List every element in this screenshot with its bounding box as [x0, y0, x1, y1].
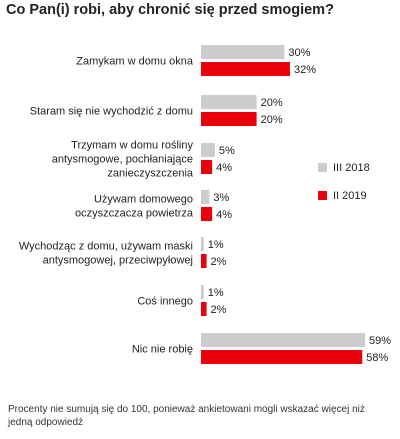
value-label: 58% — [366, 352, 388, 364]
bar-iii-2018 — [201, 190, 210, 204]
category-label: Nic nie robię — [132, 344, 193, 356]
bar-iii-2018 — [201, 285, 204, 299]
value-label: 59% — [369, 335, 391, 347]
value-label: 2% — [211, 256, 227, 268]
value-label: 2% — [211, 304, 227, 316]
value-label: 20% — [261, 97, 283, 109]
legend-label: III 2018 — [333, 162, 370, 174]
chart-title: Co Pan(i) robi, aby chronić się przed sm… — [6, 2, 334, 18]
bar-ii-2019 — [201, 302, 207, 316]
bar-iii-2018 — [201, 45, 285, 59]
value-label: 1% — [208, 239, 224, 251]
bar-iii-2018 — [201, 333, 366, 347]
category-label: Wychodząc z domu, używam maski antysmogow… — [19, 241, 193, 267]
value-label: 4% — [216, 209, 232, 221]
bar-ii-2019 — [201, 62, 290, 76]
bar-ii-2019 — [201, 254, 207, 268]
value-label: 20% — [261, 114, 283, 126]
value-label: 30% — [288, 47, 310, 59]
legend-swatch — [318, 163, 327, 172]
value-label: 1% — [208, 287, 224, 299]
bar-iii-2018 — [201, 143, 215, 157]
bar-ii-2019 — [201, 112, 257, 126]
bars — [201, 45, 366, 364]
bar-ii-2019 — [201, 207, 213, 221]
category-label: Zamykam w domu okna — [76, 56, 194, 68]
category-label: Trzymam w domu rośliny antysmogowe, pochł… — [52, 140, 194, 180]
category-label: Staram się nie wychodzić z domu — [30, 106, 193, 118]
legend-swatch — [318, 191, 327, 200]
bar-ii-2019 — [201, 160, 213, 174]
legend-label: II 2019 — [333, 190, 367, 202]
bar-chart: Zamykam w domu okna Staram się nie wychod… — [19, 45, 391, 364]
value-labels: 30% 32% 20% 20% 5% 4% 3% 4% 1% 2% 1% 2% 59% 58% — [208, 47, 391, 364]
value-label: 3% — [213, 192, 229, 204]
value-label: 4% — [216, 162, 232, 174]
bar-iii-2018 — [201, 95, 257, 109]
bar-iii-2018 — [201, 237, 204, 251]
category-label: Używam domowego oczyszczacza powietrza — [75, 194, 194, 220]
bar-ii-2019 — [201, 350, 363, 364]
value-label: 5% — [219, 145, 235, 157]
category-label: Coś innego — [137, 296, 193, 308]
value-label: 32% — [294, 64, 316, 76]
footnote: Procenty nie sumują się do 100, ponieważ… — [8, 404, 365, 428]
category-labels: Zamykam w domu okna Staram się nie wychod… — [19, 56, 194, 356]
legend: III 2018 II 2019 — [318, 162, 370, 202]
